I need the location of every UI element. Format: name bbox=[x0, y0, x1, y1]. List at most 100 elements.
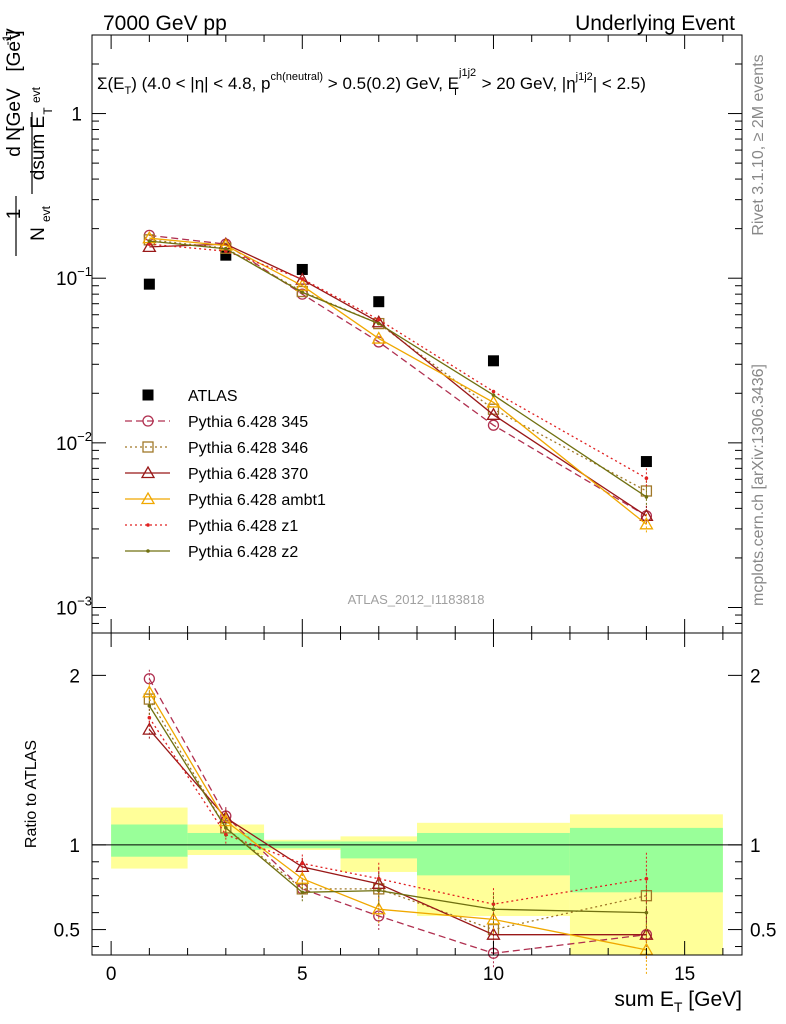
ratio-point bbox=[142, 685, 157, 698]
data-point bbox=[300, 290, 305, 295]
ratio-y-tick-label: 0.5 bbox=[54, 921, 80, 942]
data-point bbox=[371, 314, 386, 328]
data-point bbox=[147, 239, 152, 243]
ratio-point bbox=[295, 871, 310, 884]
data-point bbox=[376, 317, 381, 322]
legend-marker bbox=[146, 549, 150, 553]
legend-entry: ATLAS bbox=[142, 388, 238, 405]
svg-text:d N: d N bbox=[4, 127, 25, 157]
legend-label: Pythia 6.428 z2 bbox=[188, 544, 298, 561]
y-tick-label: 10−1 bbox=[56, 264, 92, 290]
y-tick-label: 1 bbox=[71, 105, 82, 126]
data-point bbox=[371, 331, 386, 344]
ratio-series bbox=[142, 669, 654, 976]
ratio-point bbox=[147, 715, 152, 720]
legend-label: Pythia 6.428 ambt1 bbox=[188, 492, 326, 509]
ratio-point bbox=[486, 912, 501, 925]
ratio-point bbox=[147, 704, 152, 708]
legend-entry: Pythia 6.428 z2 bbox=[125, 544, 298, 561]
ratio-panel: 0.5 0.5 1 1 2 2 0 5 10 15 Ratio to ATLAS sum ET … bbox=[23, 632, 777, 1015]
data-point bbox=[644, 476, 649, 480]
x-tick-label: 0 bbox=[106, 964, 117, 985]
data-point bbox=[295, 278, 310, 291]
legend: ATLAS Pythia 6.428 345 Pythia 6.428 346 Pyt… bbox=[125, 388, 326, 561]
ratio-y-tick-label-right: 2 bbox=[750, 666, 761, 687]
inner-band bbox=[340, 841, 417, 859]
y-tick-label: 10−2 bbox=[56, 429, 92, 455]
ratio-point bbox=[371, 901, 386, 915]
svg-text:evt: evt bbox=[29, 86, 43, 103]
legend-label: Pythia 6.428 z1 bbox=[188, 518, 298, 535]
ratio-point bbox=[300, 890, 305, 895]
x-tick-label: 10 bbox=[483, 964, 504, 985]
ratio-point bbox=[224, 826, 228, 830]
svg-text:[GeV: [GeV bbox=[4, 28, 25, 72]
header-right: Underlying Event bbox=[575, 12, 735, 35]
ratio-point bbox=[376, 888, 381, 893]
inner-band bbox=[187, 832, 265, 850]
data-point bbox=[486, 407, 501, 420]
ratio-ticks bbox=[92, 633, 742, 955]
mcplots-label: mcplots.cern.ch [arXiv:1306.3436] bbox=[750, 364, 767, 606]
legend-marker bbox=[142, 441, 154, 453]
ratio-line bbox=[148, 691, 647, 951]
data-point bbox=[491, 393, 496, 397]
data-point bbox=[142, 239, 157, 253]
svg-text:[GeV: [GeV bbox=[4, 88, 25, 132]
data-point bbox=[644, 495, 649, 499]
data-point bbox=[296, 263, 308, 275]
data-point bbox=[491, 389, 496, 394]
svg-text:evt: evt bbox=[39, 205, 53, 222]
legend-entry: Pythia 6.428 z1 bbox=[125, 518, 298, 535]
data-point bbox=[639, 517, 654, 530]
main-ticks bbox=[92, 34, 742, 634]
svg-text:dsum E: dsum E bbox=[28, 116, 49, 180]
data-point bbox=[487, 419, 500, 431]
ratio-line bbox=[148, 717, 647, 905]
series-line bbox=[149, 237, 647, 525]
ratio-point bbox=[639, 927, 654, 940]
data-point bbox=[143, 278, 155, 290]
data-point bbox=[295, 272, 310, 285]
ratio-point bbox=[300, 861, 305, 866]
ratio-point bbox=[644, 876, 649, 881]
header-left: 7000 GeV pp bbox=[103, 12, 227, 35]
x-tick-label: 15 bbox=[674, 964, 695, 985]
series-line bbox=[149, 234, 647, 517]
data-point bbox=[220, 249, 232, 261]
data-point bbox=[640, 456, 652, 468]
legend-entry: Pythia 6.428 345 bbox=[125, 414, 308, 431]
ratio-point bbox=[486, 927, 501, 940]
x-tick-label: 5 bbox=[297, 964, 308, 985]
data-point bbox=[486, 395, 501, 408]
series-pythia-6-428-z2 bbox=[147, 239, 649, 507]
ratio-y-tick-labels: 0.5 0.5 1 1 2 2 bbox=[54, 666, 777, 941]
main-series bbox=[142, 229, 654, 535]
y-tick-label: 10−3 bbox=[56, 593, 92, 619]
data-point bbox=[639, 508, 654, 522]
svg-text:]: ] bbox=[4, 30, 25, 35]
main-y-tick-labels: 10−3 10−2 10−1 1 bbox=[56, 105, 92, 620]
rivet-label: Rivet 3.1.10, ≥ 2M events bbox=[750, 54, 767, 235]
series-line bbox=[149, 240, 647, 498]
legend-label: Pythia 6.428 345 bbox=[188, 414, 308, 431]
legend-label: Pythia 6.428 346 bbox=[188, 440, 308, 457]
svg-text:-1: -1 bbox=[0, 34, 14, 45]
data-point bbox=[376, 321, 381, 326]
series-line bbox=[149, 243, 647, 479]
svg-text:1: 1 bbox=[4, 209, 25, 220]
ratio-point bbox=[491, 907, 496, 912]
legend-marker bbox=[140, 465, 156, 479]
ratio-point bbox=[491, 902, 496, 906]
ratio-y-tick-label: 2 bbox=[69, 666, 80, 687]
main-y-axis-label: d N evt [GeV dsum E T 1 N evt [GeV -1 ] bbox=[0, 28, 55, 256]
ratio-line bbox=[148, 678, 647, 954]
ratio-point bbox=[142, 722, 157, 735]
ratio-y-tick-label: 1 bbox=[69, 836, 80, 857]
ratio-y-tick-label-right: 1 bbox=[750, 836, 761, 857]
ratio-point bbox=[218, 813, 233, 827]
x-tick-labels: 0 5 10 15 bbox=[106, 964, 695, 985]
ratio-y-axis-label: Ratio to ATLAS bbox=[23, 740, 40, 848]
data-point bbox=[147, 242, 152, 246]
